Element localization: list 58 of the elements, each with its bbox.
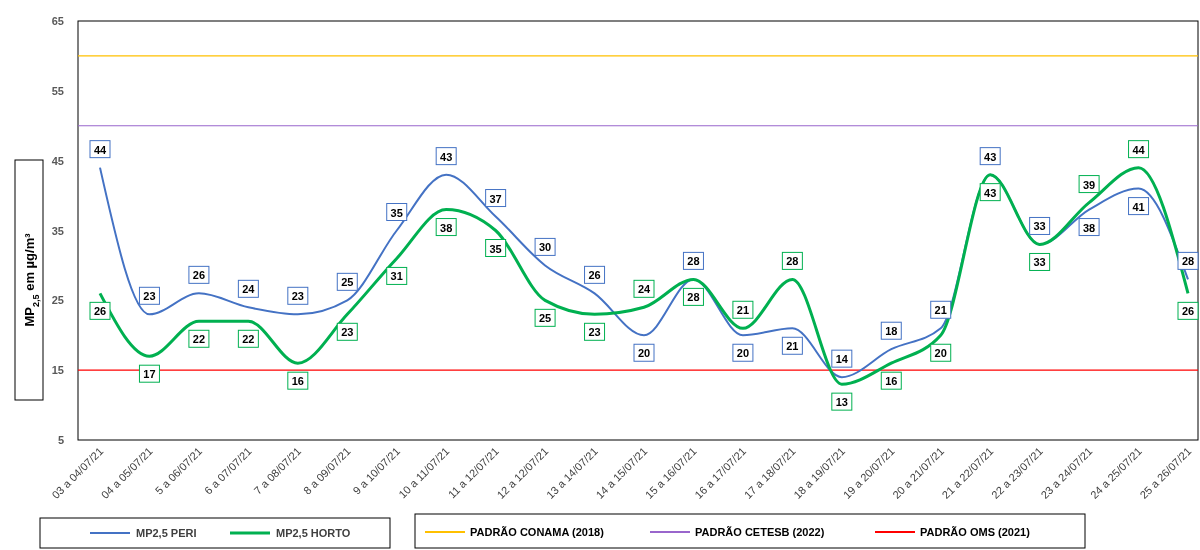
data-label: 33	[1033, 256, 1046, 269]
data-label: 17	[143, 368, 156, 381]
data-label: 23	[341, 326, 354, 339]
legend-label: PADRÃO OMS (2021)	[920, 526, 1031, 538]
data-label: 25	[341, 276, 354, 289]
data-label: 44	[1132, 143, 1146, 156]
data-label: 39	[1082, 178, 1096, 191]
data-label: 28	[1181, 255, 1195, 268]
data-label: 41	[1132, 200, 1145, 213]
data-label: 20	[934, 347, 947, 360]
data-label: 35	[390, 206, 403, 219]
y-tick-label: 65	[51, 15, 64, 27]
data-label: 37	[489, 192, 502, 205]
data-label: 16	[885, 375, 898, 388]
legend-label: MP2,5 PERI	[136, 527, 197, 539]
y-tick-label: 25	[51, 294, 64, 307]
data-label: 16	[291, 375, 304, 388]
data-label: 22	[192, 333, 206, 346]
data-label: 43	[440, 150, 453, 163]
y-tick-label: 35	[51, 224, 64, 237]
data-label: 24	[637, 283, 651, 296]
data-label: 35	[489, 242, 502, 255]
data-label: 28	[687, 255, 700, 268]
data-label: 13	[835, 396, 848, 409]
data-label: 20	[736, 347, 750, 360]
data-label: 38	[1082, 221, 1096, 234]
data-label: 28	[687, 291, 700, 304]
data-label: 22	[242, 333, 255, 346]
data-label: 38	[440, 221, 453, 234]
y-tick-label: 45	[51, 154, 64, 167]
data-label: 23	[588, 326, 601, 339]
legend-label: PADRÃO CETESB (2022)	[695, 526, 825, 538]
data-label: 28	[786, 255, 799, 268]
data-label: 21	[786, 340, 799, 353]
y-tick-label: 15	[51, 364, 64, 377]
data-label: 21	[736, 304, 750, 317]
data-label: 43	[984, 150, 997, 163]
data-label: 20	[637, 347, 651, 360]
data-label: 25	[538, 312, 552, 325]
data-label: 24	[242, 283, 256, 296]
y-tick-label: 55	[51, 84, 64, 97]
data-label: 26	[192, 269, 206, 282]
data-label: 23	[143, 290, 156, 303]
data-label: 31	[390, 270, 403, 283]
data-label: 23	[291, 290, 304, 303]
data-label: 26	[93, 305, 107, 318]
data-label: 21	[934, 304, 947, 317]
data-label: 30	[538, 241, 552, 254]
data-label: 44	[93, 143, 107, 156]
data-label: 33	[1033, 220, 1046, 233]
y-tick-label: 5	[57, 434, 64, 446]
data-label: 14	[835, 353, 849, 366]
data-label: 26	[588, 269, 601, 282]
data-label: 18	[885, 325, 898, 338]
legend-label: PADRÃO CONAMA (2018)	[470, 526, 605, 538]
data-label: 26	[1181, 305, 1195, 318]
data-label: 43	[984, 186, 997, 199]
legend-label: MP2,5 HORTO	[276, 527, 351, 539]
